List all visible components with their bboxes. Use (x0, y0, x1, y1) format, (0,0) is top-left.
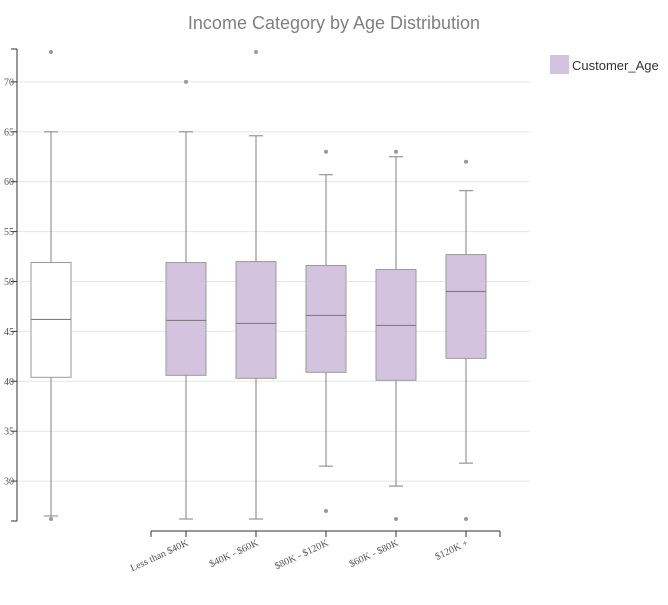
y-tick-label: 55 (4, 227, 14, 238)
y-axis: 30 35 40 45 50 55 60 65 70 (4, 48, 18, 522)
y-tick-label: 35 (4, 427, 14, 438)
category-outlier (464, 159, 468, 164)
category-outlier (184, 79, 188, 84)
category-outlier (394, 517, 398, 522)
overall-box-group[interactable] (30, 49, 72, 522)
category-box-group[interactable] (305, 149, 347, 514)
y-tick-label: 60 (4, 177, 14, 188)
y-tick-label: 65 (4, 127, 14, 138)
y-tick-label: 70 (4, 77, 14, 88)
overall-outlier (49, 517, 53, 522)
category-box-group[interactable] (235, 49, 277, 520)
legend-swatch (550, 55, 569, 74)
chart-title: Income Category by Age Distribution (188, 13, 480, 33)
overall-distribution (30, 49, 72, 522)
x-tick-label: Less than $40K (129, 537, 191, 574)
category-box-group[interactable] (445, 159, 487, 522)
category-box (235, 261, 277, 379)
category-box (445, 254, 487, 359)
category-outlier (324, 509, 328, 514)
category-outlier (394, 149, 398, 154)
overall-outlier (49, 49, 53, 54)
x-tick-label: $120K + (434, 538, 471, 563)
y-tick-label: 30 (4, 477, 14, 488)
category-box (305, 265, 347, 373)
x-tick-label: $60K - $80K (348, 537, 401, 570)
x-tick-label: $40K - $60K (208, 537, 261, 570)
box-series (165, 49, 487, 522)
y-tick-label: 50 (4, 277, 14, 288)
legend[interactable]: Customer_Age (550, 55, 659, 74)
x-tick-label: $80K - $120K (273, 537, 331, 572)
legend-label: Customer_Age (572, 58, 659, 73)
category-outlier (464, 517, 468, 522)
category-outlier (324, 149, 328, 154)
category-outlier (254, 49, 258, 54)
category-box (165, 262, 207, 376)
category-box-group[interactable] (375, 149, 417, 522)
x-axis: Less than $40K $40K - $60K $80K - $120K $60… (129, 530, 501, 574)
y-tick-label: 45 (4, 327, 14, 338)
y-tick-label: 40 (4, 377, 14, 388)
category-box-group[interactable] (165, 79, 207, 520)
